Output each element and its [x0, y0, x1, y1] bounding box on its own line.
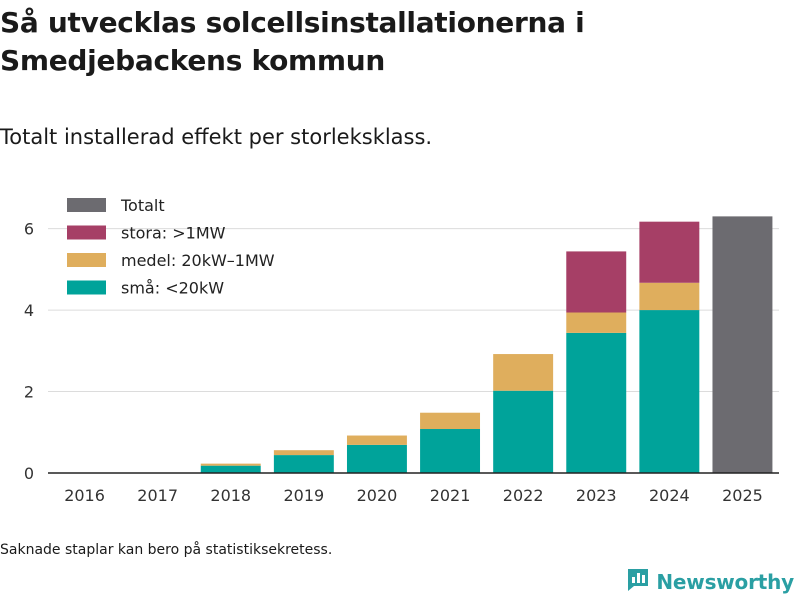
y-tick-label-6: 6: [24, 220, 34, 239]
chart-title: Så utvecklas solcellsinstallationerna i …: [0, 6, 585, 77]
newsworthy-logo-icon: [625, 567, 651, 597]
chart-subtitle: Totalt installerad effekt per storlekskl…: [0, 125, 433, 149]
legend-label-2: medel: 20kW–1MW: [121, 251, 275, 270]
legend-label-1: stora: >1MW: [121, 224, 226, 243]
bar-2025-series-3: [712, 216, 773, 473]
x-tick-label-2025: 2025: [722, 486, 763, 505]
x-tick-label-2022: 2022: [503, 486, 544, 505]
legend-swatch-3: [67, 280, 106, 295]
bar-2023-series-0: [566, 332, 627, 473]
y-tick-label-2: 2: [24, 383, 34, 402]
legend-label-0: Totalt: [120, 196, 165, 215]
x-tick-label-2018: 2018: [210, 486, 251, 505]
brand-name: Newsworthy: [656, 570, 794, 594]
x-tick-label-2017: 2017: [137, 486, 178, 505]
bar-2024-series-0: [639, 310, 700, 473]
bar-2021-series-0: [420, 429, 481, 473]
bar-2020-series-0: [346, 444, 407, 473]
bar-2022-series-1: [493, 354, 554, 391]
x-tick-label-2020: 2020: [357, 486, 398, 505]
bar-2019-series-0: [273, 455, 334, 473]
bar-2024-series-2: [639, 221, 700, 283]
x-tick-label-2023: 2023: [576, 486, 617, 505]
bar-2023-series-2: [566, 251, 627, 313]
footnote: Saknade staplar kan bero på statistiksek…: [0, 542, 333, 558]
legend-swatch-1: [67, 225, 106, 240]
y-tick-label-4: 4: [24, 301, 34, 320]
bar-2021-series-1: [420, 412, 481, 430]
newsworthy-brand: Newsworthy: [625, 567, 794, 597]
y-tick-label-0: 0: [24, 464, 34, 483]
x-tick-label-2024: 2024: [649, 486, 690, 505]
bar-2022-series-0: [493, 390, 554, 473]
x-tick-label-2019: 2019: [283, 486, 324, 505]
bar-2018-series-1: [200, 463, 261, 466]
x-tick-label-2016: 2016: [64, 486, 105, 505]
bar-2020-series-1: [346, 435, 407, 445]
bar-2024-series-1: [639, 282, 700, 311]
legend-swatch-0: [67, 198, 106, 212]
bar-2019-series-1: [273, 450, 334, 456]
legend-swatch-2: [67, 253, 106, 267]
bar-2018-series-0: [200, 465, 261, 473]
x-tick-label-2021: 2021: [430, 486, 471, 505]
legend-label-3: små: <20kW: [121, 279, 224, 298]
bar-2023-series-1: [566, 312, 627, 333]
